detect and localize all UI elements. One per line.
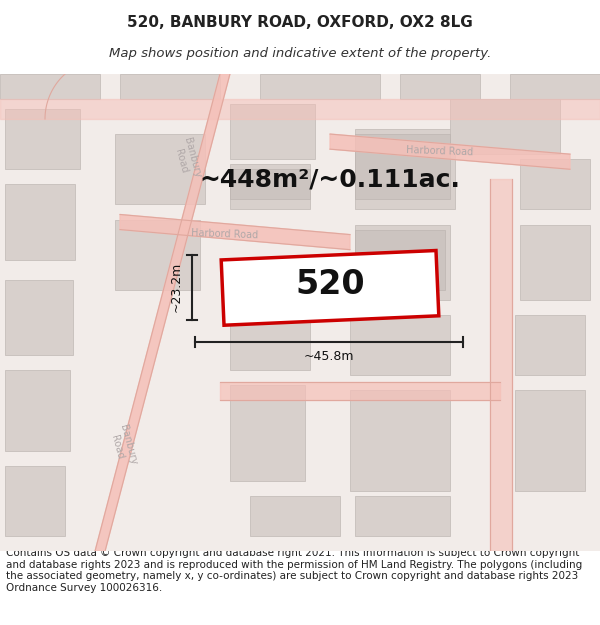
Polygon shape [221, 251, 439, 325]
Bar [230, 164, 310, 209]
Text: ~23.2m: ~23.2m [170, 262, 182, 312]
Bar [230, 104, 315, 159]
Bar [515, 315, 585, 376]
Text: Harbord Road: Harbord Road [191, 228, 259, 241]
Bar [350, 391, 450, 491]
Bar [220, 382, 500, 401]
Bar [0, 99, 600, 119]
Bar [510, 74, 600, 99]
Bar [355, 129, 455, 209]
Bar [5, 280, 73, 355]
Bar [230, 386, 305, 481]
Bar [355, 229, 445, 290]
Bar [5, 466, 65, 536]
Bar [5, 370, 70, 451]
Text: 520: 520 [295, 268, 365, 301]
Text: Banbury
Road: Banbury Road [171, 136, 203, 182]
Polygon shape [330, 134, 570, 169]
Bar [520, 224, 590, 300]
Text: 520, BANBURY ROAD, OXFORD, OX2 8LG: 520, BANBURY ROAD, OXFORD, OX2 8LG [127, 14, 473, 29]
Bar [0, 74, 100, 99]
Bar [230, 270, 310, 370]
Text: Banbury
Road: Banbury Road [107, 423, 139, 468]
Text: ~45.8m: ~45.8m [304, 350, 354, 362]
Polygon shape [95, 74, 230, 551]
Bar [230, 169, 310, 199]
Bar [250, 496, 340, 536]
Text: Contains OS data © Crown copyright and database right 2021. This information is : Contains OS data © Crown copyright and d… [6, 548, 582, 593]
Bar [520, 159, 590, 209]
Bar [355, 224, 450, 300]
Text: Harbord Road: Harbord Road [406, 145, 474, 158]
Polygon shape [120, 214, 350, 249]
Bar [490, 179, 512, 551]
Bar [355, 134, 450, 199]
Bar [350, 315, 450, 376]
Bar [260, 74, 380, 99]
Text: Map shows position and indicative extent of the property.: Map shows position and indicative extent… [109, 47, 491, 59]
Bar [5, 184, 75, 260]
Bar [355, 496, 450, 536]
Bar [400, 74, 480, 99]
Bar [5, 109, 80, 169]
Bar [120, 74, 220, 99]
Bar [115, 134, 205, 204]
Bar [115, 219, 200, 290]
Bar [450, 99, 560, 154]
Bar [515, 391, 585, 491]
Text: ~448m²/~0.111ac.: ~448m²/~0.111ac. [200, 168, 460, 191]
